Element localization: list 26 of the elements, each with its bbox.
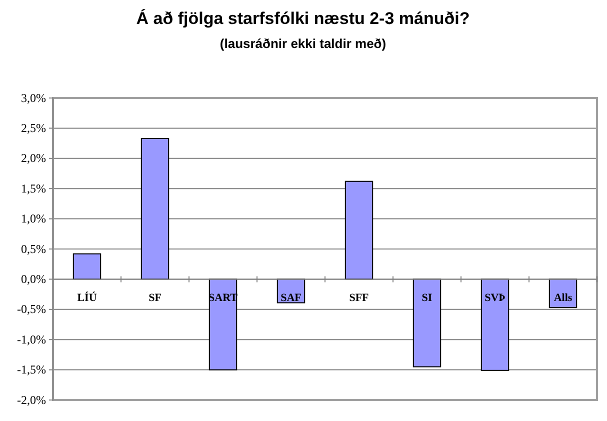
x-tick-label: SF (148, 292, 162, 304)
y-tick-label: 0,0% (21, 272, 46, 286)
y-tick-label: 1,0% (21, 212, 46, 226)
x-tick-label: LÍÚ (77, 291, 97, 304)
x-tick-label: SAF (280, 292, 302, 304)
y-tick-label: 2,5% (21, 121, 46, 136)
bar (140, 138, 170, 280)
x-tick-label: SFF (349, 292, 370, 304)
y-tick-label: -2,0% (17, 392, 46, 407)
y-tick-label: 2,0% (21, 151, 46, 166)
bar (480, 278, 510, 371)
bar (208, 278, 238, 370)
y-tick-label: 1,5% (21, 181, 46, 196)
x-tick-label: Alls (554, 292, 573, 304)
bar (344, 180, 374, 280)
y-tick-label: -0,5% (17, 302, 46, 316)
y-tick-label: 0,5% (21, 242, 46, 256)
chart-title: Á að fjölga starfsfólki næstu 2-3 mánuði? (136, 8, 470, 28)
x-tick-label: SI (422, 292, 432, 304)
x-tick-label: SVÞ (484, 292, 506, 304)
chart-subtitle: (lausráðnir ekki taldir með) (220, 36, 386, 51)
bar (412, 278, 442, 368)
y-tick-label: 3,0% (21, 90, 46, 105)
y-tick-label: -1,0% (17, 332, 46, 346)
bar (72, 253, 102, 280)
y-tick-label: -1,5% (17, 362, 46, 377)
